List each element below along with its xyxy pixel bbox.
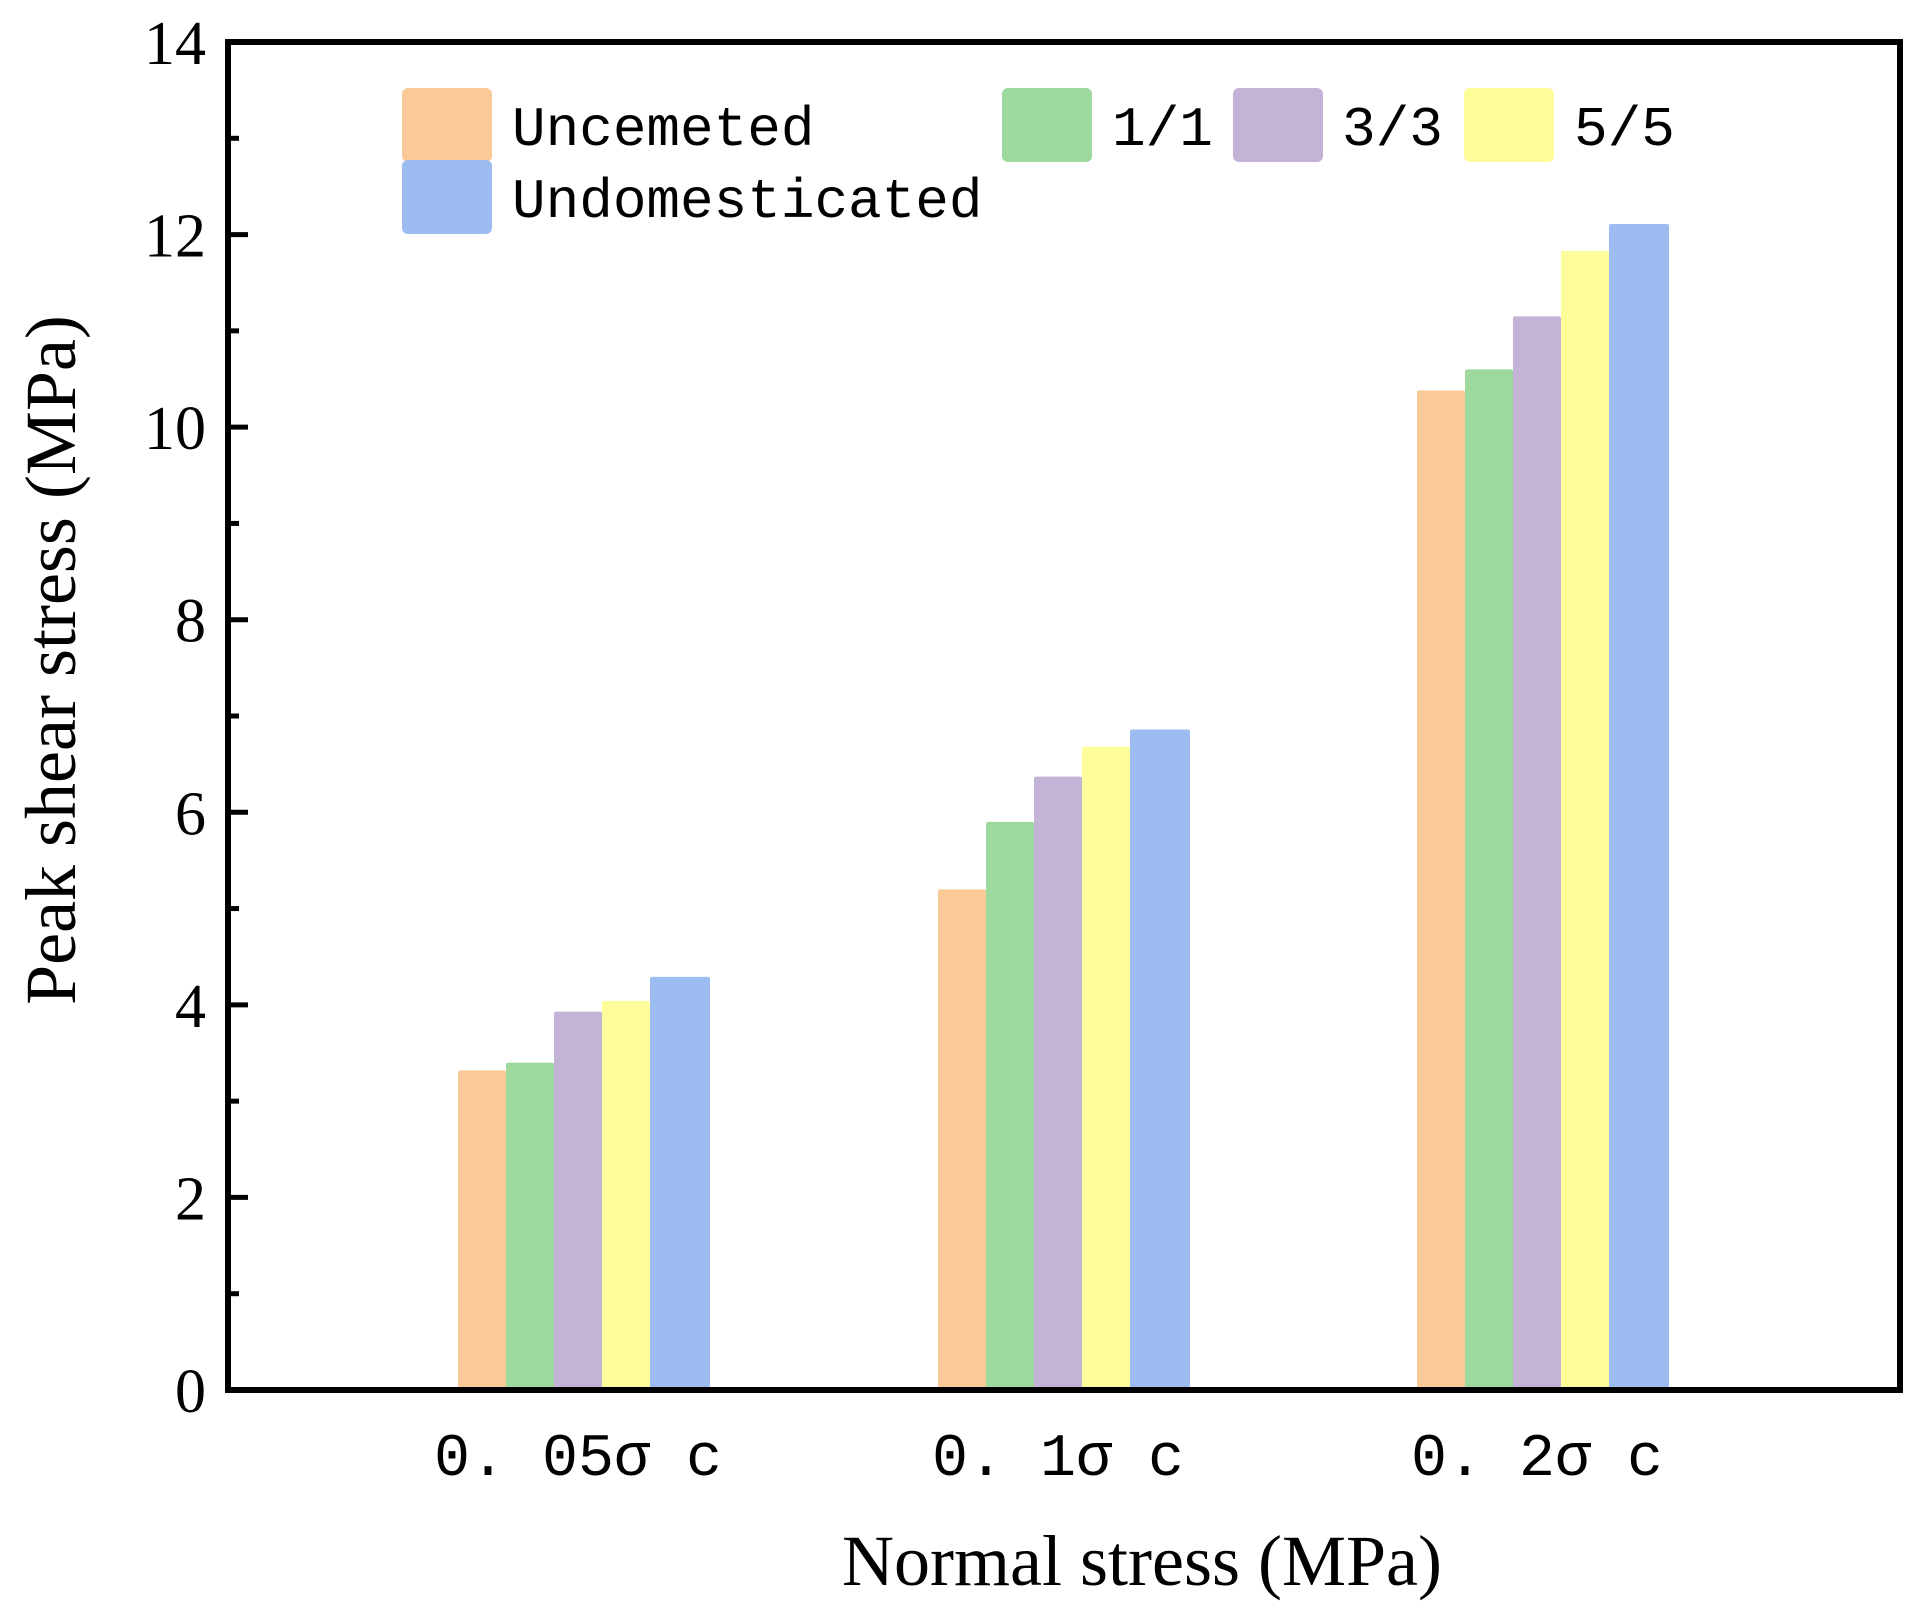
bar-3-3-3 <box>1513 316 1561 1390</box>
y-axis: 0 2 4 6 8 10 12 14 <box>144 10 248 1426</box>
legend-swatch-1-1 <box>1002 88 1092 162</box>
y-tick-label: 10 <box>144 395 206 463</box>
bar-uncemeted-2 <box>938 889 986 1390</box>
legend-swatch-3-3 <box>1233 88 1323 162</box>
legend-label-undomesticated: Undomesticated <box>512 170 982 234</box>
bar-uncemeted-3 <box>1417 390 1465 1390</box>
legend: Uncemeted 1/1 3/3 5/5 Undomesticated <box>402 88 1675 234</box>
legend-label-1-1: 1/1 <box>1112 98 1213 162</box>
y-tick-label: 14 <box>144 10 206 78</box>
y-tick-label: 12 <box>144 203 206 271</box>
legend-label-3-3: 3/3 <box>1342 98 1443 162</box>
legend-label-5-5: 5/5 <box>1574 98 1675 162</box>
legend-swatch-undomesticated <box>402 160 492 234</box>
legend-swatch-5-5 <box>1464 88 1554 162</box>
bar-undomesticated-1 <box>650 976 710 1390</box>
bar-1-1-1 <box>506 1062 554 1390</box>
bar-5-5-2 <box>1082 746 1130 1390</box>
legend-swatch-uncemeted <box>402 88 492 162</box>
x-tick-label: 0. 2σ c <box>1411 1426 1663 1494</box>
x-tick-label: 0. 05σ c <box>434 1426 722 1494</box>
x-axis: 0. 05σ c 0. 1σ c 0. 2σ c <box>434 1426 1663 1494</box>
x-axis-label: Normal stress (MPa) <box>842 1521 1442 1601</box>
bar-3-3-2 <box>1034 776 1082 1390</box>
legend-label-uncemeted: Uncemeted <box>512 98 814 162</box>
y-tick-label: 6 <box>175 780 206 848</box>
bar-5-5-3 <box>1561 250 1609 1391</box>
y-tick-label: 0 <box>175 1358 206 1426</box>
bar-undomesticated-2 <box>1130 729 1190 1390</box>
y-tick-label: 2 <box>175 1165 206 1233</box>
y-tick-label: 4 <box>175 973 206 1041</box>
bar-1-1-2 <box>986 821 1034 1390</box>
bar-5-5-1 <box>602 1001 650 1390</box>
bar-undomesticated-3 <box>1609 223 1669 1391</box>
y-tick-label: 8 <box>175 588 206 656</box>
bar-1-1-3 <box>1465 369 1513 1390</box>
y-axis-label: Peak shear stress (MPa) <box>11 315 91 1005</box>
bar-3-3-1 <box>554 1011 602 1390</box>
bar-uncemeted-1 <box>458 1070 506 1390</box>
x-tick-label: 0. 1σ c <box>932 1426 1184 1494</box>
bars-group <box>458 223 1669 1391</box>
